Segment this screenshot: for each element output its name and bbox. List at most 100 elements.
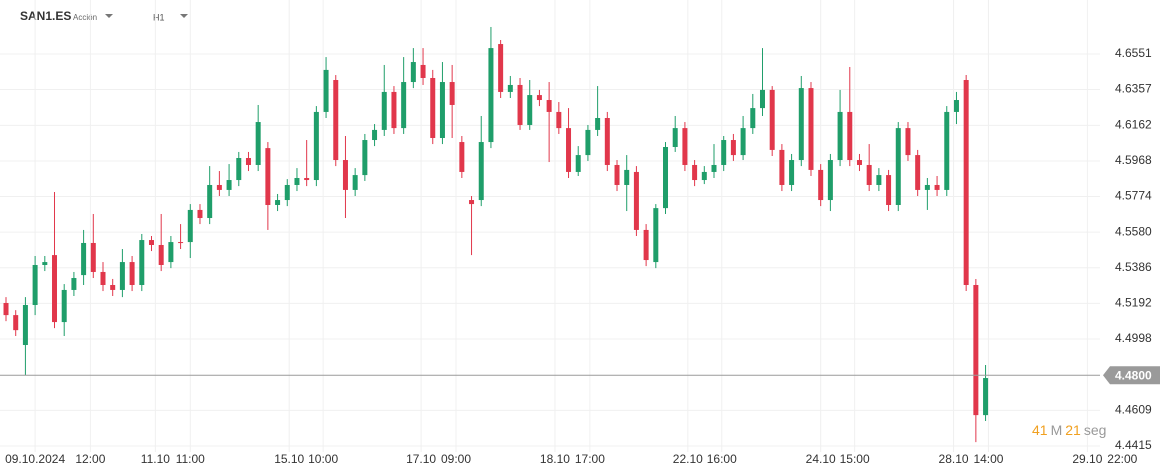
candle-body: [663, 146, 669, 209]
candle-body: [333, 80, 339, 161]
candle-body: [275, 200, 281, 205]
candle-body: [895, 128, 901, 205]
candle-body: [449, 82, 455, 105]
x-tick-label: 11:00: [176, 452, 205, 466]
chart-title: SAN1.ES: [20, 9, 71, 23]
candle-body: [323, 69, 329, 112]
x-tick-label: 14:00: [973, 452, 1003, 466]
candle-body: [469, 200, 475, 205]
candle-body: [13, 315, 19, 331]
candle-body: [595, 118, 601, 130]
y-tick-label: 4.5580: [1115, 224, 1152, 238]
candle-body: [643, 229, 649, 261]
candle-body: [905, 128, 911, 156]
countdown-seconds: 21: [1065, 422, 1081, 438]
candle-body: [672, 128, 678, 147]
candle-body: [546, 100, 552, 112]
candle-body: [624, 169, 630, 185]
dropdown-arrow[interactable]: [180, 14, 188, 18]
candle-body: [827, 160, 833, 201]
candle-body: [953, 100, 959, 112]
candle-body: [769, 89, 775, 150]
candle-body: [750, 108, 756, 129]
candle-body: [3, 302, 9, 316]
candle-body: [372, 129, 378, 141]
candle-body: [207, 184, 213, 219]
candle-body: [692, 164, 698, 181]
price-tag: [1103, 366, 1160, 385]
countdown-minutes: 41: [1032, 422, 1048, 438]
candle-body: [517, 84, 523, 125]
x-tick-label: 17.10: [406, 452, 436, 466]
candle-body: [779, 149, 785, 185]
candle-body: [236, 158, 242, 181]
y-tick-label: 4.5968: [1115, 153, 1152, 167]
countdown-seconds-unit: seg: [1084, 422, 1107, 438]
candle-body: [837, 111, 843, 161]
candle-body: [129, 262, 135, 286]
candle-body: [963, 80, 969, 286]
candle-body: [653, 208, 659, 263]
candle-body: [119, 262, 125, 290]
candle-body: [226, 180, 232, 190]
y-tick-label: 4.4415: [1115, 438, 1152, 452]
candle-body: [575, 155, 581, 172]
candle-body: [381, 91, 387, 130]
candle-body: [245, 158, 251, 165]
candle-body: [168, 242, 174, 263]
candle-body: [265, 148, 271, 205]
candle-body: [915, 155, 921, 190]
y-tick-label: 4.4609: [1115, 403, 1152, 417]
candle-body: [430, 77, 436, 139]
x-tick-label: 22:00: [1107, 452, 1137, 466]
candle-body: [682, 128, 688, 165]
x-tick-label: 09:00: [441, 452, 471, 466]
candle-body: [808, 88, 814, 170]
candle-body: [110, 285, 116, 290]
candle-body: [478, 142, 484, 201]
candle-body: [866, 164, 872, 185]
y-tick-label: 4.5192: [1115, 296, 1152, 310]
candle-body: [498, 44, 504, 92]
candle-body: [255, 122, 261, 165]
candle-body: [789, 160, 795, 185]
candle-body: [100, 271, 106, 286]
candle-body: [856, 160, 862, 165]
timeframe[interactable]: H1: [153, 12, 165, 22]
candle-body: [459, 142, 465, 172]
candle-body: [798, 88, 804, 161]
candle-body: [924, 184, 930, 190]
y-tick-label: 4.6551: [1115, 46, 1152, 60]
candle-body: [284, 184, 290, 201]
candle-body: [730, 140, 736, 156]
candle-body: [818, 169, 824, 201]
chart-subtitle: Acción: [73, 13, 97, 22]
candle-body: [61, 289, 67, 323]
y-tick-label: 4.6357: [1115, 82, 1152, 96]
candle-body: [391, 91, 397, 129]
dropdown-arrow[interactable]: [105, 14, 113, 18]
y-tick-label: 4.5774: [1115, 189, 1152, 203]
candle-body: [148, 240, 154, 245]
countdown-minutes-unit: M: [1051, 422, 1063, 438]
candle-body: [527, 95, 533, 125]
x-tick-label: 09.10.2024: [5, 452, 65, 466]
candle-body: [313, 111, 319, 181]
candle-body: [488, 48, 494, 143]
candle-body: [944, 111, 950, 190]
candle-body: [401, 82, 407, 129]
candle-body: [352, 175, 358, 190]
candle-body: [32, 264, 38, 306]
candle-body: [410, 62, 416, 83]
candle-body: [342, 160, 348, 190]
candle-body: [740, 128, 746, 156]
x-tick-label: 11.10: [141, 452, 170, 466]
x-tick-label: 15:00: [840, 452, 870, 466]
candle-body: [604, 118, 610, 165]
candle-body: [759, 89, 765, 109]
candle-body: [197, 209, 203, 219]
x-tick-label: 17:00: [575, 452, 605, 466]
candle-body: [362, 140, 368, 176]
candle-body: [420, 64, 426, 78]
